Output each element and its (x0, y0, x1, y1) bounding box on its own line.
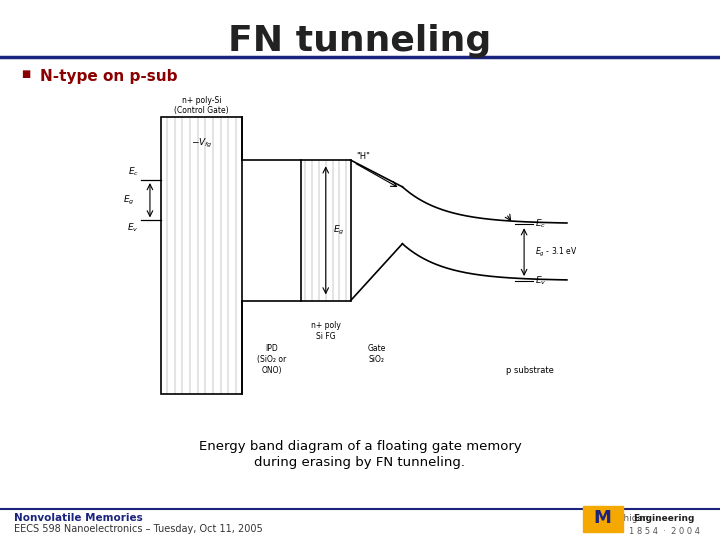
Text: IPD
(SiO₂ or
ONO): IPD (SiO₂ or ONO) (257, 344, 287, 375)
Text: during erasing by FN tunneling.: during erasing by FN tunneling. (254, 456, 466, 469)
Text: $E_g$: $E_g$ (333, 224, 344, 237)
Text: n+ poly
Si FG: n+ poly Si FG (311, 321, 341, 341)
Text: Gate
SiO₂: Gate SiO₂ (367, 344, 386, 365)
Text: $E_g$ - 3.1 eV: $E_g$ - 3.1 eV (536, 246, 578, 259)
Text: Nonvolatile Memories: Nonvolatile Memories (14, 513, 143, 523)
Text: EECS 598 Nanoelectronics – Tuesday, Oct 11, 2005: EECS 598 Nanoelectronics – Tuesday, Oct … (14, 524, 263, 534)
Text: "H": "H" (356, 152, 370, 161)
Text: (Control Gate): (Control Gate) (174, 106, 229, 115)
Text: p substrate: p substrate (505, 367, 554, 375)
Text: FN tunneling: FN tunneling (228, 24, 492, 58)
Text: Michigan: Michigan (608, 514, 649, 523)
Text: Engineering: Engineering (634, 514, 695, 523)
Text: $E_c$: $E_c$ (127, 166, 139, 178)
Bar (583, 506, 623, 532)
Text: M: M (594, 509, 611, 528)
Text: $E_c$: $E_c$ (536, 218, 546, 230)
Text: Energy band diagram of a floating gate memory: Energy band diagram of a floating gate m… (199, 440, 521, 453)
Text: $-V_{fg}$: $-V_{fg}$ (191, 137, 212, 150)
Text: ■: ■ (22, 69, 31, 79)
Text: $E_g$: $E_g$ (122, 194, 134, 207)
Text: n+ poly-Si: n+ poly-Si (182, 96, 222, 105)
Text: 1 8 5 4  ·  2 0 0 4: 1 8 5 4 · 2 0 0 4 (629, 526, 700, 536)
Text: N-type on p-sub: N-type on p-sub (40, 69, 177, 84)
Text: $E_v$: $E_v$ (536, 274, 547, 287)
Text: $E_v$: $E_v$ (127, 222, 139, 234)
